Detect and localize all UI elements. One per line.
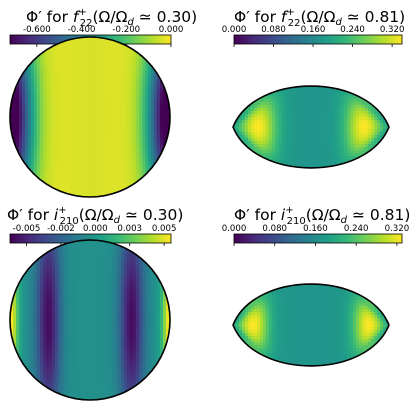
colorbar-tick-label: -0.200 [112, 25, 140, 35]
colorbar-tick-label: 0.240 [340, 25, 365, 35]
domain-outline [9, 239, 171, 401]
panel-title: Φ′ for i+ 210(Ω/Ωd ≃ 0.30) [7, 205, 183, 227]
field-map [233, 86, 389, 168]
colorbar-tick-label: -0.005 [13, 224, 41, 234]
colorbar-tick-label: 0.000 [159, 25, 184, 35]
colorbar-tick-label: 0.005 [152, 224, 177, 234]
colorbar [233, 34, 403, 45]
colorbar-tick-label: 0.240 [344, 224, 369, 234]
panel-title: Φ′ for f+ 22(Ω/Ωd ≃ 0.30) [26, 7, 197, 29]
colorbar [233, 233, 403, 244]
panel-title: Φ′ for i+ 210(Ω/Ωd ≃ 0.81) [234, 205, 410, 227]
colorbar-tick-label: 0.160 [303, 224, 328, 234]
colorbar-tick-label: 0.080 [261, 25, 286, 35]
colorbar-tick-label: 0.000 [222, 224, 247, 234]
colorbar-tick-label: 0.000 [83, 224, 108, 234]
domain-outline [9, 36, 171, 198]
colorbar-tick-label: 0.080 [262, 224, 287, 234]
domain-outline [232, 85, 390, 169]
domain-outline [232, 283, 390, 367]
panel-1: Φ′ for f+ 22(Ω/Ωd ≃ 0.30)-0.600 -0.400 -0.2… [9, 7, 197, 198]
colorbar-tick-label: -0.400 [68, 25, 96, 35]
colorbar-tick-label: 0.160 [301, 25, 326, 35]
panel-2: Φ′ for f+ 22(Ω/Ωd ≃ 0.81)0.000 0.080 0.160 0… [222, 7, 405, 169]
colorbar-tick-label: -0.600 [23, 25, 51, 35]
colorbar-tick-label: 0.003 [117, 224, 142, 234]
colorbar-tick-label: -0.002 [47, 224, 75, 234]
colorbar-tick-label: 0.320 [380, 25, 405, 35]
panel-3: Φ′ for i+ 210(Ω/Ωd ≃ 0.30)-0.005 -0.002 0.0… [7, 205, 183, 401]
panel-title: Φ′ for f+ 22(Ω/Ωd ≃ 0.81) [234, 7, 405, 29]
field-map [233, 284, 389, 366]
colorbar-tick-label: 0.320 [385, 224, 410, 234]
panel-4: Φ′ for i+ 210(Ω/Ωd ≃ 0.81)0.000 0.080 0.160… [222, 205, 410, 367]
colorbar-tick-label: 0.000 [222, 25, 247, 35]
